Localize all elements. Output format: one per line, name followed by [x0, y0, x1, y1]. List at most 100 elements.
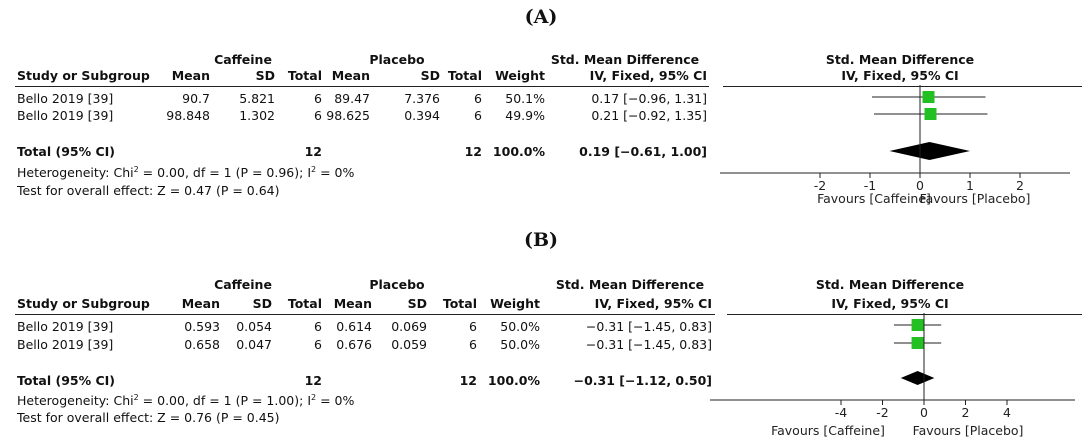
smd-column-header: Std. Mean Difference: [550, 52, 700, 67]
forest-panel-a: (A) Caffeine Placebo Std. Mean Differenc…: [0, 0, 1082, 210]
effect-marker: [911, 319, 924, 331]
x-tick-label: -2: [814, 178, 826, 193]
placebo-mean: 98.625: [326, 108, 370, 123]
caffeine-total-header: Total: [287, 296, 322, 311]
study-column-header: Study or Subgroup: [17, 296, 150, 311]
caffeine-mean: 90.7: [182, 91, 210, 106]
caffeine-total: 6: [314, 319, 322, 334]
total-ci: 0.19 [−0.61, 1.00]: [579, 144, 707, 159]
total-weight: 100.0%: [487, 373, 540, 388]
effect-marker: [922, 91, 935, 103]
caffeine-sd: 1.302: [239, 108, 275, 123]
placebo-mean: 0.676: [336, 337, 372, 352]
caffeine-mean-header: Mean: [171, 68, 210, 83]
weight-value: 50.1%: [505, 91, 545, 106]
caffeine-mean: 98.848: [166, 108, 210, 123]
overall-effect-text: Test for overall effect: Z = 0.76 (P = 0…: [17, 410, 280, 425]
placebo-mean-header: Mean: [331, 68, 370, 83]
placebo-mean: 0.614: [336, 319, 372, 334]
caffeine-mean: 0.658: [184, 337, 220, 352]
weight-header: Weight: [490, 296, 540, 311]
placebo-mean: 89.47: [334, 91, 370, 106]
effect-marker: [911, 337, 924, 349]
placebo-total-header: Total: [447, 68, 482, 83]
placebo-mean-header: Mean: [333, 296, 372, 311]
study-name: Bello 2019 [39]: [17, 319, 114, 334]
study-name: Bello 2019 [39]: [17, 108, 114, 123]
x-tick-label: 4: [1003, 405, 1011, 420]
x-tick-label: -2: [876, 405, 888, 420]
placebo-sd: 7.376: [404, 91, 440, 106]
caffeine-sd: 0.054: [236, 319, 272, 334]
forest-header-rule: [723, 86, 1082, 87]
forest-panel-b: (B) Caffeine Placebo Std. Mean Differenc…: [0, 223, 1082, 437]
total-label: Total (95% CI): [17, 373, 116, 388]
caffeine-sd: 0.047: [236, 337, 272, 352]
x-tick-label: 1: [966, 178, 974, 193]
forest-plot: -4 -2 0 2 4 Favours [Caffeine] Favours [Placeb…: [710, 313, 1075, 437]
effect-marker: [924, 108, 937, 120]
forest-subtitle: IV, Fixed, 95% CI: [831, 296, 949, 311]
placebo-group-header: Placebo: [369, 52, 425, 67]
caffeine-total-header: Total: [287, 68, 322, 83]
x-tick-label: 0: [920, 405, 928, 420]
ci-method-header: IV, Fixed, 95% CI: [589, 68, 707, 83]
weight-value: 50.0%: [500, 319, 540, 334]
pooled-diamond: [900, 371, 935, 385]
x-tick-label: -1: [864, 178, 876, 193]
smd-column-header: Std. Mean Difference: [555, 277, 705, 292]
total-ci: −0.31 [−1.12, 0.50]: [573, 373, 712, 388]
heterogeneity-text: Heterogeneity: Chi2 = 0.00, df = 1 (P = …: [17, 392, 355, 408]
placebo-sd: 0.069: [391, 319, 427, 334]
placebo-total-sum: 12: [459, 373, 477, 388]
favours-left-label: Favours [Caffeine]: [817, 191, 931, 206]
forest-title: Std. Mean Difference: [815, 277, 965, 292]
caffeine-sd-header: SD: [252, 296, 272, 311]
caffeine-mean-header: Mean: [181, 296, 220, 311]
caffeine-total: 6: [314, 91, 322, 106]
total-weight: 100.0%: [492, 144, 545, 159]
caffeine-mean: 0.593: [184, 319, 220, 334]
placebo-sd: 0.059: [391, 337, 427, 352]
panel-label: (A): [524, 6, 558, 28]
ci-value: 0.21 [−0.92, 1.35]: [591, 108, 707, 123]
x-tick-label: 2: [1016, 178, 1024, 193]
placebo-group-header: Placebo: [369, 277, 425, 292]
favours-right-label: Favours [Placebo]: [913, 423, 1024, 437]
study-column-header: Study or Subgroup: [17, 68, 150, 83]
favours-left-label: Favours [Caffeine]: [771, 423, 885, 437]
weight-value: 50.0%: [500, 337, 540, 352]
x-tick-label: 2: [962, 405, 970, 420]
x-tick-label: 0: [916, 178, 924, 193]
placebo-sd: 0.394: [404, 108, 440, 123]
ci-value: −0.31 [−1.45, 0.83]: [585, 337, 712, 352]
forest-header-rule: [727, 314, 1082, 315]
placebo-total: 6: [469, 319, 477, 334]
caffeine-sd: 5.821: [239, 91, 275, 106]
forest-plot: -2 -1 0 1 2 Favours [Caffeine]Favours [Placeb…: [720, 85, 1070, 206]
weight-value: 49.9%: [505, 108, 545, 123]
placebo-total-header: Total: [442, 296, 477, 311]
ci-value: −0.31 [−1.45, 0.83]: [585, 319, 712, 334]
overall-effect-text: Test for overall effect: Z = 0.47 (P = 0…: [17, 183, 280, 198]
ci-value: 0.17 [−0.96, 1.31]: [591, 91, 707, 106]
placebo-sd-header: SD: [420, 68, 440, 83]
placebo-total: 6: [474, 91, 482, 106]
caffeine-group-header: Caffeine: [214, 52, 272, 67]
caffeine-sd-header: SD: [255, 68, 275, 83]
forest-title: Std. Mean Difference: [825, 52, 975, 67]
placebo-total-sum: 12: [464, 144, 482, 159]
study-name: Bello 2019 [39]: [17, 91, 114, 106]
caffeine-total: 6: [314, 337, 322, 352]
weight-header: Weight: [495, 68, 545, 83]
x-tick-label: -4: [835, 405, 848, 420]
favours-right-label: Favours [Placebo]: [920, 191, 1031, 206]
forest-subtitle: IV, Fixed, 95% CI: [841, 68, 959, 83]
study-name: Bello 2019 [39]: [17, 337, 114, 352]
caffeine-group-header: Caffeine: [214, 277, 272, 292]
placebo-total: 6: [469, 337, 477, 352]
pooled-diamond: [889, 142, 970, 160]
caffeine-total-sum: 12: [304, 373, 322, 388]
header-rule: [15, 314, 715, 315]
header-rule: [15, 86, 709, 87]
